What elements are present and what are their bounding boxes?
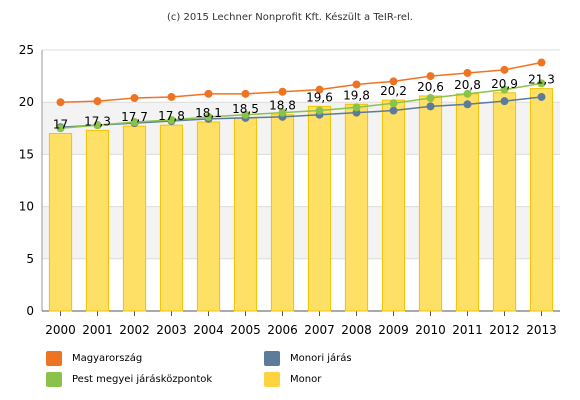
bar-monor	[418, 95, 443, 312]
x-tick-label: 2011	[452, 323, 483, 337]
bar-monor	[529, 88, 554, 312]
y-tick-label: 10	[19, 200, 34, 214]
point-1	[463, 89, 472, 98]
bar-data-label: 19,8	[343, 88, 370, 102]
point-0	[463, 68, 472, 77]
x-tick-label: 2003	[156, 323, 187, 337]
point-1	[500, 85, 509, 94]
point-0	[241, 89, 250, 98]
bar-data-label: 17,3	[84, 114, 111, 128]
point-1	[167, 115, 176, 124]
bar-monor	[233, 117, 258, 312]
bar-data-label: 18,1	[195, 106, 222, 120]
point-0	[130, 94, 139, 103]
y-tick-label: 15	[19, 147, 34, 161]
point-0	[93, 97, 102, 106]
bar-data-label: 17	[53, 118, 68, 132]
point-1	[537, 79, 546, 88]
bar-monor	[85, 129, 110, 312]
point-0	[352, 80, 361, 89]
bar-monor	[196, 121, 221, 312]
point-2	[463, 100, 472, 109]
grid-band	[42, 102, 560, 155]
line-2	[60, 96, 542, 129]
point-1	[56, 124, 65, 133]
bar-monor	[307, 105, 332, 312]
x-tick-label: 2009	[378, 323, 409, 337]
point-0	[204, 89, 213, 98]
source-note: (c) 2015 Lechner Nonprofit Kft. Készült …	[166, 12, 413, 23]
x-tick-label: 2005	[230, 323, 261, 337]
point-1	[93, 121, 102, 130]
bar-monor	[492, 92, 517, 312]
x-tick-label: 2000	[45, 323, 76, 337]
point-0	[537, 58, 546, 67]
x-tick-label: 2012	[489, 323, 520, 337]
y-tick-label: 20	[19, 95, 34, 109]
plot-area	[42, 50, 560, 311]
point-0	[56, 98, 65, 107]
x-tick-label: 2001	[82, 323, 113, 337]
point-1	[315, 106, 324, 115]
point-2	[537, 92, 546, 101]
x-tick-label: 2002	[119, 323, 150, 337]
bar-data-label: 18,5	[232, 102, 259, 116]
point-0	[500, 65, 509, 74]
y-tick-label: 0	[26, 304, 34, 318]
bar-data-label: 20,2	[380, 84, 407, 98]
grid-band	[42, 206, 560, 259]
bar-data-label: 17,7	[121, 110, 148, 124]
bar-monor	[48, 133, 73, 312]
point-1	[241, 110, 250, 119]
bar-data-label: 17,8	[158, 109, 185, 123]
point-0	[315, 85, 324, 94]
bar-data-label: 21,3	[528, 73, 555, 87]
bar-data-label: 20,6	[417, 80, 444, 94]
x-tick-label: 2004	[193, 323, 224, 337]
bar-monor	[381, 99, 406, 312]
point-2	[426, 102, 435, 111]
point-1	[204, 112, 213, 121]
line-1	[60, 82, 542, 130]
point-1	[278, 108, 287, 117]
x-tick-label: 2007	[304, 323, 335, 337]
x-tick-label: 2008	[341, 323, 372, 337]
bar-monor	[455, 93, 480, 312]
bar-monor	[159, 124, 184, 312]
bar-data-label: 18,8	[269, 99, 296, 113]
bar-monor	[270, 114, 295, 312]
point-0	[278, 87, 287, 96]
bar-monor	[122, 125, 147, 312]
point-2	[500, 97, 509, 106]
bar-data-label: 20,8	[454, 78, 481, 92]
point-1	[130, 118, 139, 127]
x-tick-label: 2006	[267, 323, 298, 337]
x-tick-label: 2010	[415, 323, 446, 337]
y-tick-label: 25	[19, 43, 34, 57]
x-tick-label: 2013	[526, 323, 557, 337]
bar-data-label: 19,6	[306, 90, 333, 104]
point-1	[352, 103, 361, 112]
y-tick-label: 5	[26, 252, 34, 266]
point-0	[389, 77, 398, 86]
point-1	[389, 99, 398, 108]
bar-data-label: 20,9	[491, 77, 518, 91]
line-0	[60, 61, 542, 103]
point-0	[167, 92, 176, 101]
point-2	[389, 106, 398, 115]
bar-monor	[344, 103, 369, 312]
point-0	[426, 72, 435, 81]
point-1	[426, 94, 435, 103]
